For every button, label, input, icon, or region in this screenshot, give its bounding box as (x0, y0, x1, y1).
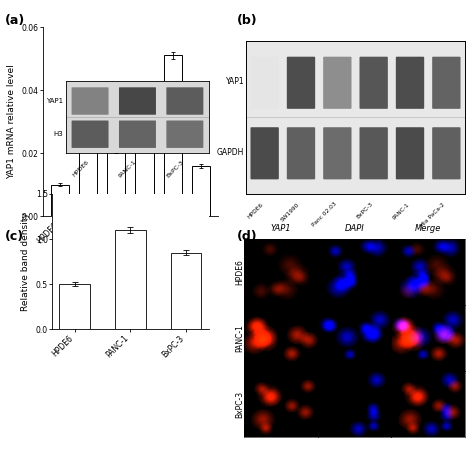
Y-axis label: Relative band density: Relative band density (21, 212, 30, 311)
FancyBboxPatch shape (396, 127, 424, 179)
Text: HPDE6: HPDE6 (72, 159, 90, 178)
Text: BxPC-3: BxPC-3 (165, 159, 185, 179)
Text: Merge: Merge (415, 225, 441, 234)
Text: BxPC-3: BxPC-3 (235, 391, 244, 418)
Text: Panc 02.03: Panc 02.03 (311, 202, 337, 228)
FancyBboxPatch shape (323, 57, 352, 109)
FancyBboxPatch shape (323, 127, 352, 179)
Text: (b): (b) (237, 14, 258, 27)
Bar (59, 284, 90, 329)
Text: Mia PaCa-2: Mia PaCa-2 (419, 202, 447, 228)
FancyBboxPatch shape (119, 120, 156, 148)
Text: HPDE6: HPDE6 (235, 259, 244, 285)
Text: H3: H3 (54, 131, 64, 137)
FancyBboxPatch shape (166, 120, 203, 148)
Text: (a): (a) (5, 14, 25, 27)
Text: (c): (c) (5, 230, 24, 243)
FancyBboxPatch shape (166, 87, 203, 115)
FancyBboxPatch shape (287, 57, 315, 109)
Y-axis label: YAP1 mRNA relative level: YAP1 mRNA relative level (7, 64, 16, 179)
Text: BxPC-3: BxPC-3 (355, 202, 374, 220)
Bar (51, 185, 69, 216)
Text: GAPDH: GAPDH (217, 148, 244, 157)
FancyBboxPatch shape (432, 127, 461, 179)
Text: PANC-1: PANC-1 (235, 324, 244, 352)
FancyBboxPatch shape (432, 57, 461, 109)
FancyBboxPatch shape (250, 57, 279, 109)
Bar (191, 166, 210, 216)
Text: YAP1: YAP1 (226, 78, 244, 87)
Text: (d): (d) (237, 230, 258, 243)
FancyBboxPatch shape (287, 127, 315, 179)
Bar (107, 150, 126, 216)
Text: DAPI: DAPI (345, 225, 364, 234)
FancyBboxPatch shape (72, 120, 109, 148)
Text: PANC-1: PANC-1 (391, 202, 410, 221)
FancyBboxPatch shape (359, 127, 388, 179)
FancyBboxPatch shape (396, 57, 424, 109)
Text: PANC-1: PANC-1 (118, 159, 137, 179)
Text: HPDE6: HPDE6 (247, 202, 264, 219)
FancyBboxPatch shape (72, 87, 109, 115)
Bar (115, 230, 146, 329)
FancyBboxPatch shape (359, 57, 388, 109)
Text: YAP1: YAP1 (271, 225, 291, 234)
FancyBboxPatch shape (250, 127, 279, 179)
FancyBboxPatch shape (119, 87, 156, 115)
Bar (135, 93, 154, 216)
Text: YAP1: YAP1 (46, 98, 64, 104)
Bar (171, 253, 201, 329)
Bar (79, 90, 97, 216)
Text: SW1990: SW1990 (280, 202, 301, 222)
Bar (164, 55, 182, 216)
